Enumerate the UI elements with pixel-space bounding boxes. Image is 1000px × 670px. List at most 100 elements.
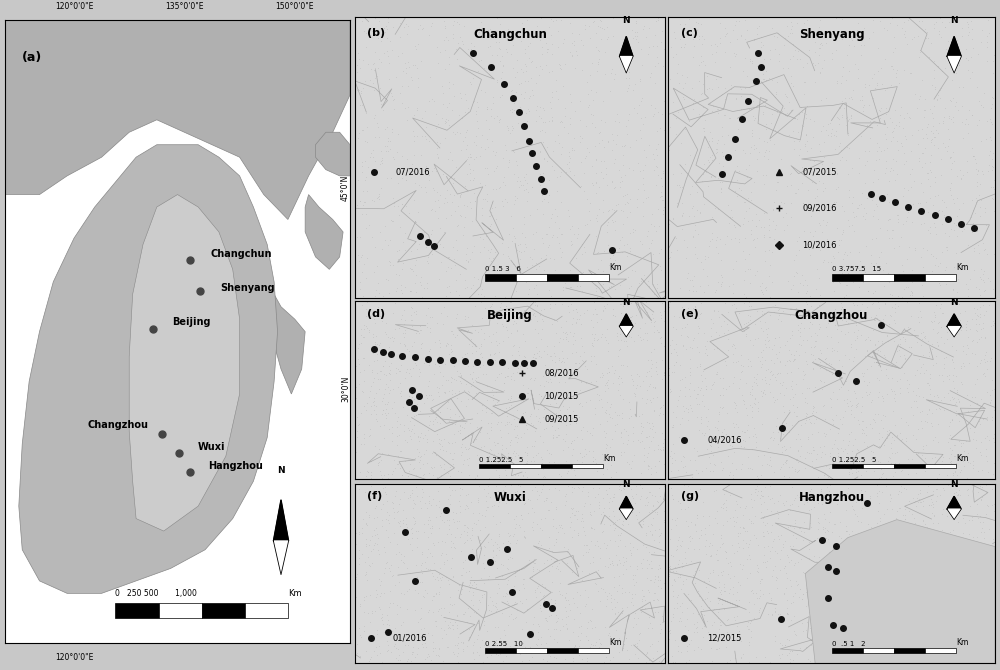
- Text: Wuxi: Wuxi: [198, 442, 226, 452]
- Text: Km: Km: [609, 638, 622, 647]
- Bar: [202, 603, 245, 618]
- Polygon shape: [273, 541, 289, 575]
- Text: Shenyang: Shenyang: [221, 283, 275, 293]
- Text: Beijing: Beijing: [172, 318, 211, 328]
- Polygon shape: [947, 36, 961, 56]
- Text: 09/2016: 09/2016: [802, 204, 837, 212]
- Bar: [485, 274, 516, 281]
- Bar: [894, 274, 925, 281]
- Text: 0  .5 1   2: 0 .5 1 2: [832, 641, 865, 647]
- Text: (e): (e): [681, 309, 699, 319]
- Bar: [894, 464, 925, 468]
- Text: N: N: [950, 298, 958, 307]
- Text: 0 2.55   10: 0 2.55 10: [485, 641, 523, 647]
- Text: (b): (b): [367, 28, 386, 38]
- Text: (f): (f): [367, 491, 383, 501]
- Text: 10/2015: 10/2015: [544, 391, 578, 400]
- Polygon shape: [805, 520, 995, 663]
- Text: 09/2015: 09/2015: [544, 414, 578, 423]
- Text: 07/2015: 07/2015: [802, 167, 837, 176]
- Bar: [832, 274, 863, 281]
- Text: 30°0'N: 30°0'N: [341, 375, 350, 402]
- Text: Km: Km: [956, 454, 968, 463]
- Text: Km: Km: [609, 263, 622, 272]
- Text: 45°0'N: 45°0'N: [355, 237, 364, 264]
- Polygon shape: [947, 56, 961, 73]
- Bar: [572, 464, 603, 468]
- Polygon shape: [267, 294, 305, 394]
- Polygon shape: [619, 326, 633, 337]
- Bar: [832, 648, 863, 653]
- Bar: [832, 464, 863, 468]
- Text: (g): (g): [681, 491, 699, 501]
- Text: N: N: [950, 16, 958, 25]
- Bar: [863, 274, 894, 281]
- Text: N: N: [622, 298, 630, 307]
- Bar: [863, 648, 894, 653]
- Bar: [925, 464, 956, 468]
- Text: 04/2016: 04/2016: [707, 436, 742, 444]
- Text: Changchun: Changchun: [210, 249, 272, 259]
- Text: 0 3.757.5   15: 0 3.757.5 15: [832, 266, 881, 272]
- Polygon shape: [273, 500, 289, 541]
- Bar: [159, 603, 202, 618]
- Bar: [516, 648, 547, 653]
- Text: Changchun: Changchun: [473, 28, 547, 41]
- Polygon shape: [305, 194, 343, 269]
- Text: 0 1.5 3   6: 0 1.5 3 6: [485, 266, 521, 272]
- Bar: [578, 274, 609, 281]
- Bar: [541, 464, 572, 468]
- Bar: [245, 603, 288, 618]
- Bar: [479, 464, 510, 468]
- Polygon shape: [619, 496, 633, 509]
- Bar: [510, 464, 541, 468]
- Text: 0 1.252.5   5: 0 1.252.5 5: [832, 457, 876, 463]
- Text: Changzhou: Changzhou: [795, 309, 868, 322]
- Bar: [925, 274, 956, 281]
- Text: 30°0'N: 30°0'N: [355, 431, 364, 457]
- Polygon shape: [947, 509, 961, 520]
- Text: Km: Km: [603, 454, 615, 463]
- Text: 135°0'0"E: 135°0'0"E: [165, 2, 204, 11]
- Polygon shape: [129, 194, 240, 531]
- Text: 120°0'0"E: 120°0'0"E: [55, 653, 93, 661]
- Text: Changzhou: Changzhou: [88, 420, 149, 430]
- Bar: [547, 648, 578, 653]
- Polygon shape: [947, 326, 961, 337]
- Polygon shape: [619, 56, 633, 73]
- Polygon shape: [619, 509, 633, 520]
- Text: Km: Km: [956, 638, 968, 647]
- Text: (d): (d): [367, 309, 386, 319]
- Polygon shape: [5, 20, 350, 220]
- Text: Hangzhou: Hangzhou: [798, 491, 865, 504]
- Text: 120°0'0"E: 120°0'0"E: [55, 2, 93, 11]
- Text: N: N: [277, 466, 285, 475]
- Text: 45°0'N: 45°0'N: [341, 174, 350, 201]
- Polygon shape: [947, 496, 961, 509]
- Text: N: N: [622, 16, 630, 25]
- Text: Shenyang: Shenyang: [799, 28, 864, 41]
- Bar: [925, 648, 956, 653]
- Bar: [485, 648, 516, 653]
- Text: Wuxi: Wuxi: [494, 491, 526, 504]
- Text: N: N: [622, 480, 630, 489]
- Bar: [863, 464, 894, 468]
- Text: Km: Km: [288, 590, 302, 598]
- Text: Km: Km: [956, 263, 968, 272]
- Text: (c): (c): [681, 28, 698, 38]
- Text: 08/2016: 08/2016: [544, 368, 579, 377]
- Bar: [578, 648, 609, 653]
- Bar: [516, 274, 547, 281]
- Polygon shape: [619, 314, 633, 326]
- Bar: [894, 648, 925, 653]
- Text: 0 1.252.5   5: 0 1.252.5 5: [479, 457, 523, 463]
- Text: 07/2016: 07/2016: [395, 167, 430, 176]
- Text: Beijing: Beijing: [487, 309, 533, 322]
- Text: 10/2016: 10/2016: [802, 240, 837, 249]
- Polygon shape: [19, 145, 278, 594]
- Text: (a): (a): [22, 52, 42, 64]
- Text: 150°0'0"E: 150°0'0"E: [276, 2, 314, 11]
- Bar: [115, 603, 159, 618]
- Polygon shape: [316, 132, 350, 176]
- Bar: [547, 274, 578, 281]
